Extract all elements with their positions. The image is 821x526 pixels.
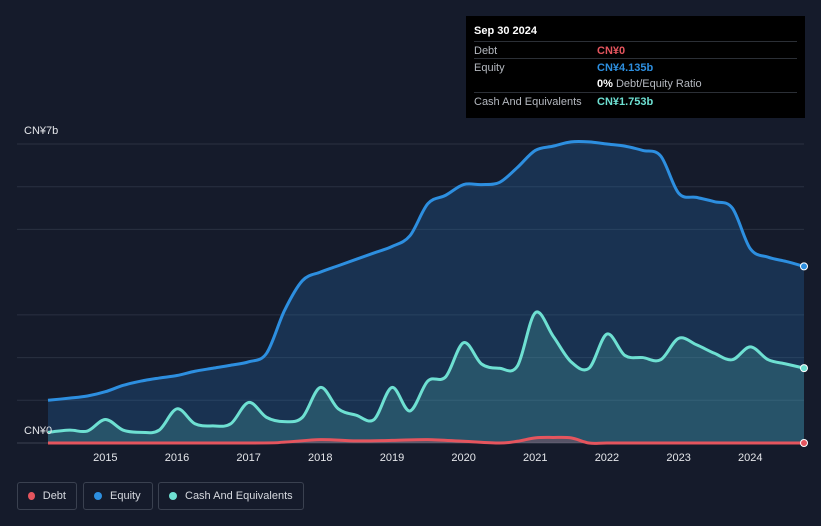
y-axis-bottom-label: CN¥0 bbox=[24, 425, 53, 437]
tooltip-debt-label: Debt bbox=[474, 45, 498, 57]
x-tick-label: 2024 bbox=[738, 452, 762, 464]
debt-end-marker bbox=[800, 439, 808, 447]
legend-equity-label: Equity bbox=[110, 490, 141, 502]
tooltip-row-debt: Debt CN¥0 bbox=[474, 41, 797, 58]
x-tick-label: 2022 bbox=[595, 452, 619, 464]
legend-item-cash[interactable]: Cash And Equivalents bbox=[158, 482, 304, 510]
x-axis-ticks: 2015 2016 2017 2018 2019 2020 2021 2022 2023 2024 bbox=[93, 452, 762, 464]
tooltip-ratio-label: Debt/Equity Ratio bbox=[615, 78, 702, 90]
gridlines bbox=[17, 143, 804, 444]
tooltip-debt-value: CN¥0 bbox=[597, 45, 626, 57]
y-axis-top-label: CN¥7b bbox=[24, 125, 59, 137]
series-lines bbox=[47, 139, 805, 445]
tooltip-row-equity: Equity CN¥4.135b bbox=[474, 58, 797, 75]
tooltip-row-ratio: 0% Debt/Equity Ratio bbox=[474, 75, 797, 91]
tooltip-equity-value: CN¥4.135b bbox=[597, 62, 654, 74]
tooltip-row-cash: Cash And Equivalents CN¥1.753b bbox=[474, 92, 797, 109]
x-tick-label: 2018 bbox=[308, 452, 332, 464]
tooltip-cash-label: Cash And Equivalents bbox=[474, 96, 582, 108]
cash-line bbox=[47, 310, 805, 435]
debt-line bbox=[47, 435, 804, 445]
x-tick-label: 2021 bbox=[523, 452, 547, 464]
tooltip-equity-label: Equity bbox=[474, 62, 505, 74]
x-tick-label: 2020 bbox=[451, 452, 475, 464]
x-tick-label: 2019 bbox=[380, 452, 404, 464]
legend-debt-label: Debt bbox=[42, 490, 66, 502]
x-tick-label: 2017 bbox=[236, 452, 260, 464]
equity-line bbox=[47, 139, 805, 402]
equity-legend-dot-icon bbox=[94, 492, 102, 500]
cash-legend-dot-icon bbox=[169, 492, 177, 500]
cash-area bbox=[48, 311, 804, 443]
legend-cash-label: Cash And Equivalents bbox=[185, 490, 293, 502]
equity-end-marker bbox=[800, 262, 808, 271]
legend-item-debt[interactable]: Debt bbox=[17, 482, 77, 510]
x-tick-label: 2023 bbox=[666, 452, 690, 464]
debt-legend-dot-icon bbox=[28, 492, 35, 500]
tooltip-cash-value: CN¥1.753b bbox=[597, 96, 654, 108]
tooltip-ratio: 0% Debt/Equity Ratio bbox=[597, 78, 702, 90]
tooltip-ratio-value: 0% bbox=[597, 78, 613, 90]
cash-end-marker bbox=[800, 364, 808, 373]
data-tooltip: Sep 30 2024 Debt CN¥0 Equity CN¥4.135b 0… bbox=[466, 16, 805, 118]
equity-area bbox=[48, 141, 804, 444]
series-end-markers bbox=[800, 262, 808, 447]
tooltip-date: Sep 30 2024 bbox=[474, 25, 537, 37]
x-tick-label: 2016 bbox=[165, 452, 189, 464]
x-tick-label: 2015 bbox=[93, 452, 117, 464]
legend-item-equity[interactable]: Equity bbox=[83, 482, 153, 510]
